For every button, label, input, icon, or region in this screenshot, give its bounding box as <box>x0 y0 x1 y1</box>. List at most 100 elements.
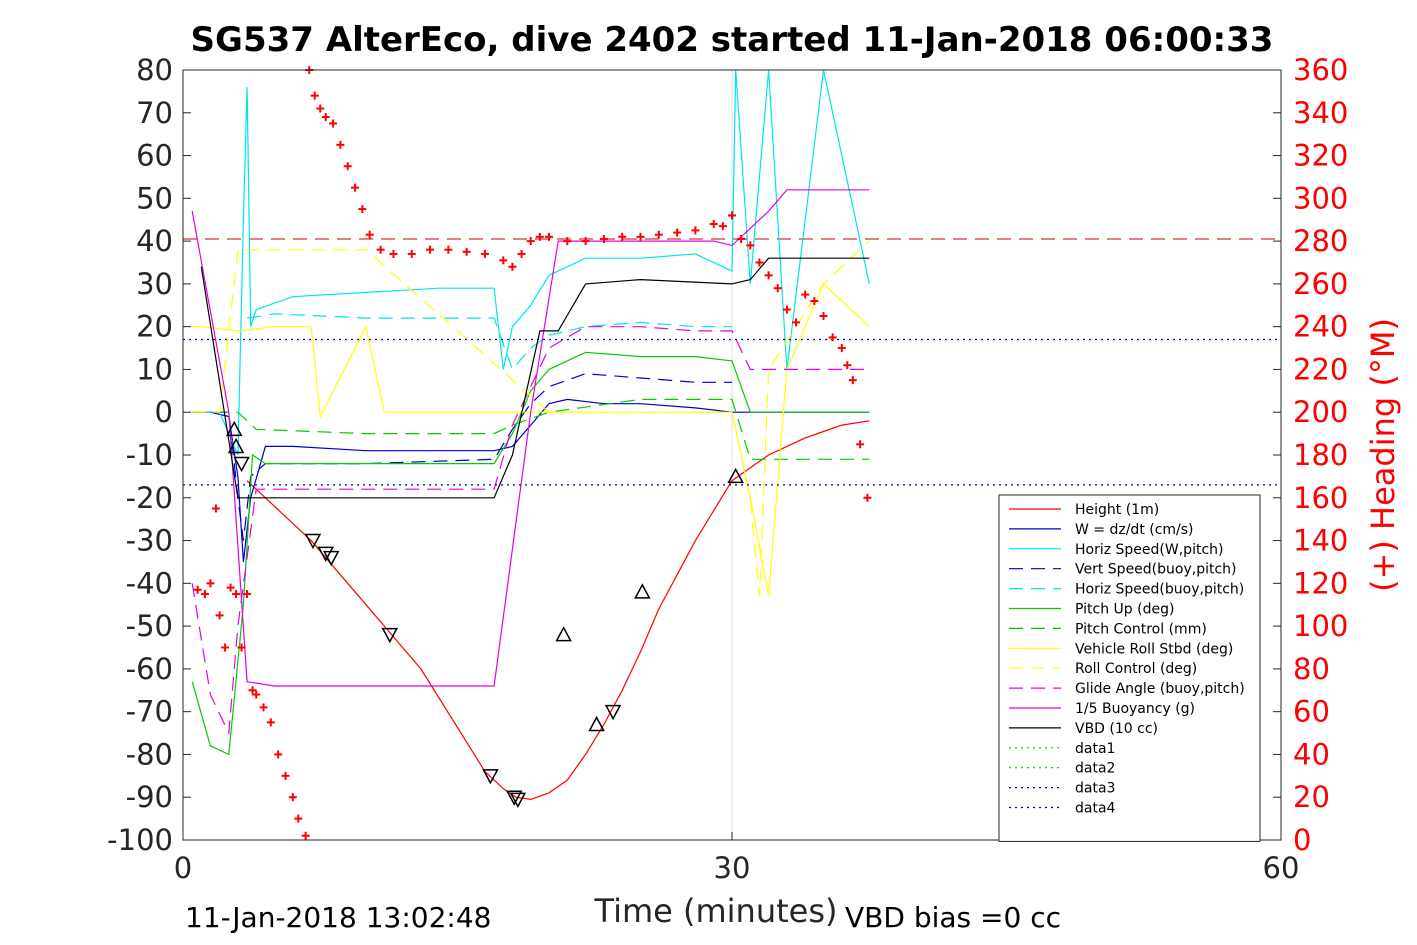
left-tick-label-3: 50 <box>136 181 173 215</box>
series-line-4 <box>247 313 732 371</box>
right-tick-label-16: 40 <box>1293 737 1330 771</box>
triangle-markers <box>225 420 744 808</box>
triangle-up-marker-5 <box>727 467 744 484</box>
heading-point-50 <box>709 220 718 228</box>
heading-point-40 <box>535 232 544 241</box>
heading-point-25 <box>343 162 352 171</box>
series-line-3 <box>192 373 732 541</box>
series-line-11 <box>200 257 870 499</box>
triangle-down-marker-8 <box>604 704 622 721</box>
chart-title: SG537 AlterEco, dive 2402 started 11-Jan… <box>191 20 1274 60</box>
heading-point-11 <box>252 690 261 699</box>
heading-point-10 <box>248 686 257 695</box>
right-tick-label-7: 220 <box>1293 352 1348 386</box>
legend: Height (1m) W = dz/dt (cm/s) Horiz Speed(W… <box>998 494 1261 842</box>
heading-point-60 <box>801 290 810 299</box>
heading-point-64 <box>837 344 846 353</box>
heading-point-45 <box>618 232 627 241</box>
heading-point-43 <box>581 237 590 246</box>
heading-point-53 <box>737 234 746 243</box>
triangle-up-marker-0 <box>225 420 243 437</box>
heading-point-67 <box>856 440 865 449</box>
right-tick-label-8: 200 <box>1293 395 1348 429</box>
heading-point-47 <box>654 230 663 239</box>
triangle-down-marker-3 <box>322 550 340 567</box>
heading-point-38 <box>517 249 526 258</box>
series-line-1 <box>192 398 870 562</box>
heading-point-12 <box>259 703 268 712</box>
heading-point-21 <box>316 104 325 113</box>
right-tick-label-11: 140 <box>1293 524 1348 558</box>
heading-markers <box>193 66 872 840</box>
heading-point-65 <box>843 361 852 370</box>
right-tick-label-9: 180 <box>1293 438 1348 472</box>
triangle-down-marker-4 <box>381 627 399 644</box>
left-tick-label-2: 60 <box>136 139 173 173</box>
legend-label-15: data4 <box>1075 801 1116 817</box>
left-tick-label-6: 20 <box>136 310 173 344</box>
heading-point-29 <box>376 245 385 254</box>
left-tick-label-4: 40 <box>136 224 173 258</box>
right-tick-label-4: 280 <box>1293 224 1348 258</box>
series-line-9 <box>191 326 870 736</box>
heading-point-48 <box>673 228 682 237</box>
left-tick-label-0: 80 <box>136 53 173 87</box>
heading-point-26 <box>351 183 360 192</box>
footer-timestamp: 11-Jan-2018 13:02:48 <box>185 901 491 934</box>
legend-label-13: data2 <box>1075 761 1115 777</box>
legend-label-7: Vehicle Roll Stbd (deg) <box>1075 641 1233 657</box>
heading-point-63 <box>828 333 837 342</box>
left-tick-label-11: -30 <box>126 524 173 558</box>
heading-point-30 <box>389 249 398 258</box>
triangle-down-marker-7 <box>509 792 527 808</box>
right-tick-label-5: 260 <box>1293 267 1348 301</box>
heading-point-18 <box>301 831 310 840</box>
legend-label-3: Vert Speed(buoy,pitch) <box>1075 562 1237 578</box>
heading-point-36 <box>499 256 508 265</box>
left-tick-label-13: -50 <box>126 609 173 643</box>
heading-point-58 <box>782 305 791 314</box>
heading-point-54 <box>746 241 755 250</box>
triangle-up-marker-1 <box>227 437 245 454</box>
x-tick-label-0: 0 <box>174 851 192 885</box>
left-tick-label-1: 70 <box>136 96 173 130</box>
heading-point-61 <box>810 297 819 305</box>
heading-point-35 <box>480 249 489 258</box>
legend-label-11: VBD (10 cc) <box>1075 721 1158 737</box>
heading-point-55 <box>755 258 764 267</box>
triangle-up-marker-2 <box>555 626 572 642</box>
right-tick-label-15: 60 <box>1293 695 1330 729</box>
left-tick-label-12: -40 <box>126 566 173 600</box>
left-tick-label-18: -100 <box>107 823 173 857</box>
left-tick-label-10: -20 <box>126 481 173 515</box>
right-axis-label: (+) Heading (°M) <box>1364 318 1402 592</box>
left-tick-label-16: -80 <box>126 737 173 771</box>
legend-label-10: 1/5 Buoyancy (g) <box>1075 701 1195 717</box>
heading-point-1 <box>200 590 209 599</box>
triangle-down-marker-1 <box>304 533 322 550</box>
right-tick-label-18: 0 <box>1293 823 1311 857</box>
series-line-10 <box>191 189 870 687</box>
heading-point-2 <box>206 579 215 588</box>
heading-point-34 <box>462 247 471 256</box>
triangle-down-marker-5 <box>482 769 499 785</box>
heading-point-24 <box>336 140 345 149</box>
triangle-down-marker-2 <box>317 546 334 562</box>
heading-point-0 <box>193 585 202 594</box>
heading-point-39 <box>526 237 535 246</box>
left-tick-label-8: 0 <box>155 395 173 429</box>
heading-point-32 <box>426 245 435 254</box>
left-tick-label-7: 10 <box>136 352 173 386</box>
right-tick-label-17: 20 <box>1293 780 1330 814</box>
legend-label-0: Height (1m) <box>1075 502 1159 518</box>
legend-label-5: Pitch Up (deg) <box>1075 602 1174 618</box>
heading-point-37 <box>508 262 517 271</box>
axes-layer: 80706050403020100-10-20-30-40-50-60-70-8… <box>107 53 1348 885</box>
left-tick-label-17: -90 <box>126 780 173 814</box>
heading-point-33 <box>444 245 453 254</box>
series-line-0 <box>246 420 870 801</box>
heading-point-16 <box>288 793 297 802</box>
legend-label-9: Glide Angle (buoy,pitch) <box>1075 681 1245 697</box>
heading-point-44 <box>599 234 608 243</box>
